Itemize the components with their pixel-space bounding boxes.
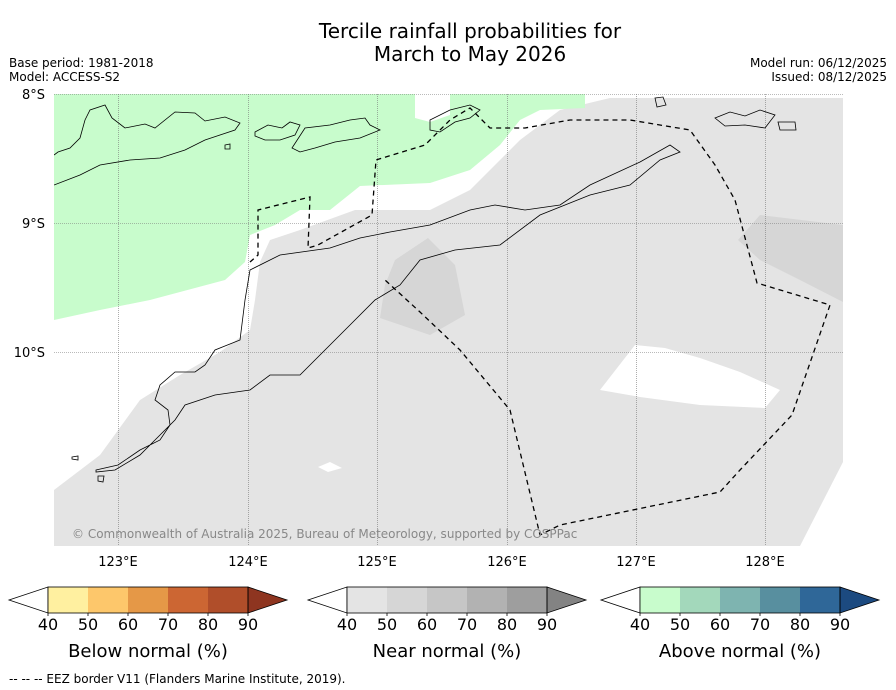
coastlines	[54, 96, 797, 483]
flores-alor-coastline	[54, 104, 241, 186]
no-signal-speck	[318, 462, 342, 472]
lon-label-128e: 128°E	[745, 555, 785, 570]
below-normal-tick-label-90: 90	[238, 615, 258, 634]
lon-label-123e: 123°E	[98, 555, 138, 570]
map-panel: © Commonwealth of Australia 2025, Bureau…	[54, 94, 843, 546]
near-normal-50-patch-east	[738, 215, 843, 302]
near-normal-frame	[346, 586, 548, 614]
above-normal-region	[54, 94, 585, 320]
above-normal-tick-label-80: 80	[790, 615, 810, 634]
near-normal-50-patch-west	[380, 238, 465, 335]
near-normal-segment-80	[507, 587, 547, 613]
near-normal-tick-label-60: 60	[417, 615, 437, 634]
above-normal-segment-60	[720, 587, 760, 613]
pantar-coastline	[254, 121, 301, 141]
near-normal-segment-40	[347, 587, 387, 613]
model-run: Model run: 06/12/2025	[749, 56, 887, 70]
lon-label-126e: 126°E	[487, 555, 527, 570]
eez-footnote: -- -- -- EEZ border V11 (Flanders Marine…	[9, 672, 346, 686]
no-signal-corner	[800, 462, 843, 546]
lat-label-9s: 9°S	[22, 217, 45, 232]
map-title: Tercile rainfall probabilities for March…	[0, 20, 896, 66]
above-normal-segment-40	[640, 587, 680, 613]
near-normal-right-extend	[546, 586, 588, 614]
below-normal-segment-80	[208, 587, 248, 613]
title-line-2: March to May 2026	[373, 42, 567, 66]
below-normal-tick-label-50: 50	[78, 615, 98, 634]
near-normal-tick-label-40: 40	[337, 615, 357, 634]
below-normal-label: Below normal (%)	[68, 641, 228, 662]
timor-coastline	[95, 144, 681, 473]
below-normal-tick-label-40: 40	[38, 615, 58, 634]
islet-c-coastline	[777, 121, 797, 131]
islet-a-coastline	[654, 96, 667, 108]
below-normal-tick-label-80: 80	[198, 615, 218, 634]
rote-coastline	[71, 455, 79, 461]
near-normal-segment-60	[427, 587, 467, 613]
above-normal-tick-label-70: 70	[750, 615, 770, 634]
above-normal-frame	[639, 586, 841, 614]
above-normal-tick-label-90: 90	[830, 615, 850, 634]
title-line-1: Tercile rainfall probabilities for	[318, 19, 622, 43]
near-normal-label: Near normal (%)	[373, 641, 522, 662]
near-normal-tick-label-50: 50	[377, 615, 397, 634]
lon-label-125e: 125°E	[357, 555, 397, 570]
above-normal-segment-50	[680, 587, 720, 613]
lat-label-10s: 10°S	[14, 346, 45, 361]
above-normal-left-extend	[599, 586, 641, 614]
meta-left: Base period: 1981-2018 Model: ACCESS-S2	[9, 56, 154, 84]
above-normal-segment-70	[760, 587, 800, 613]
lon-label-127e: 127°E	[616, 555, 656, 570]
model-name: Model: ACCESS-S2	[9, 70, 121, 84]
above-normal-label: Above normal (%)	[659, 641, 821, 662]
legend-below-normal: 40 50 60 70 80 90 Below normal (%)	[7, 586, 289, 662]
base-period: Base period: 1981-2018	[9, 56, 154, 70]
below-normal-left-extend	[7, 586, 49, 614]
below-normal-right-extend	[247, 586, 289, 614]
semau-coastline	[97, 475, 105, 483]
below-normal-segment-70	[168, 587, 208, 613]
no-signal-pocket	[600, 345, 780, 408]
below-normal-tick-label-60: 60	[118, 615, 138, 634]
below-normal-segment-50	[88, 587, 128, 613]
legend-above-normal: 40 50 60 70 80 90 Above normal (%)	[599, 586, 881, 662]
copyright-text: © Commonwealth of Australia 2025, Bureau…	[72, 527, 577, 541]
below-normal-segment-60	[128, 587, 168, 613]
above-normal-right-extend	[839, 586, 881, 614]
above-normal-tick-label-60: 60	[710, 615, 730, 634]
meta-right: Model run: 06/12/2025 Issued: 08/12/2025	[750, 56, 887, 84]
gridlines	[54, 94, 843, 546]
islet-b-coastline	[714, 109, 776, 129]
near-normal-segment-50	[387, 587, 427, 613]
near-normal-tick-label-90: 90	[537, 615, 557, 634]
below-normal-frame	[47, 586, 249, 614]
above-normal-tick-label-50: 50	[670, 615, 690, 634]
legend-near-normal: 40 50 60 70 80 90 Near normal (%)	[306, 586, 588, 662]
above-normal-tick-label-40: 40	[630, 615, 650, 634]
lon-label-124e: 124°E	[228, 555, 268, 570]
near-normal-tick-label-80: 80	[497, 615, 517, 634]
near-normal-tick-label-70: 70	[457, 615, 477, 634]
below-normal-segment-40	[48, 587, 88, 613]
issued-date: Issued: 08/12/2025	[771, 70, 887, 84]
no-signal-patch	[415, 94, 450, 122]
near-normal-segment-70	[467, 587, 507, 613]
lat-label-8s: 8°S	[22, 88, 45, 103]
near-normal-left-extend	[306, 586, 348, 614]
wetar-coastline	[429, 104, 481, 133]
above-normal-segment-80	[800, 587, 840, 613]
alor-coastline	[291, 117, 381, 153]
islet-d-coastline	[224, 143, 231, 150]
below-normal-tick-label-70: 70	[158, 615, 178, 634]
